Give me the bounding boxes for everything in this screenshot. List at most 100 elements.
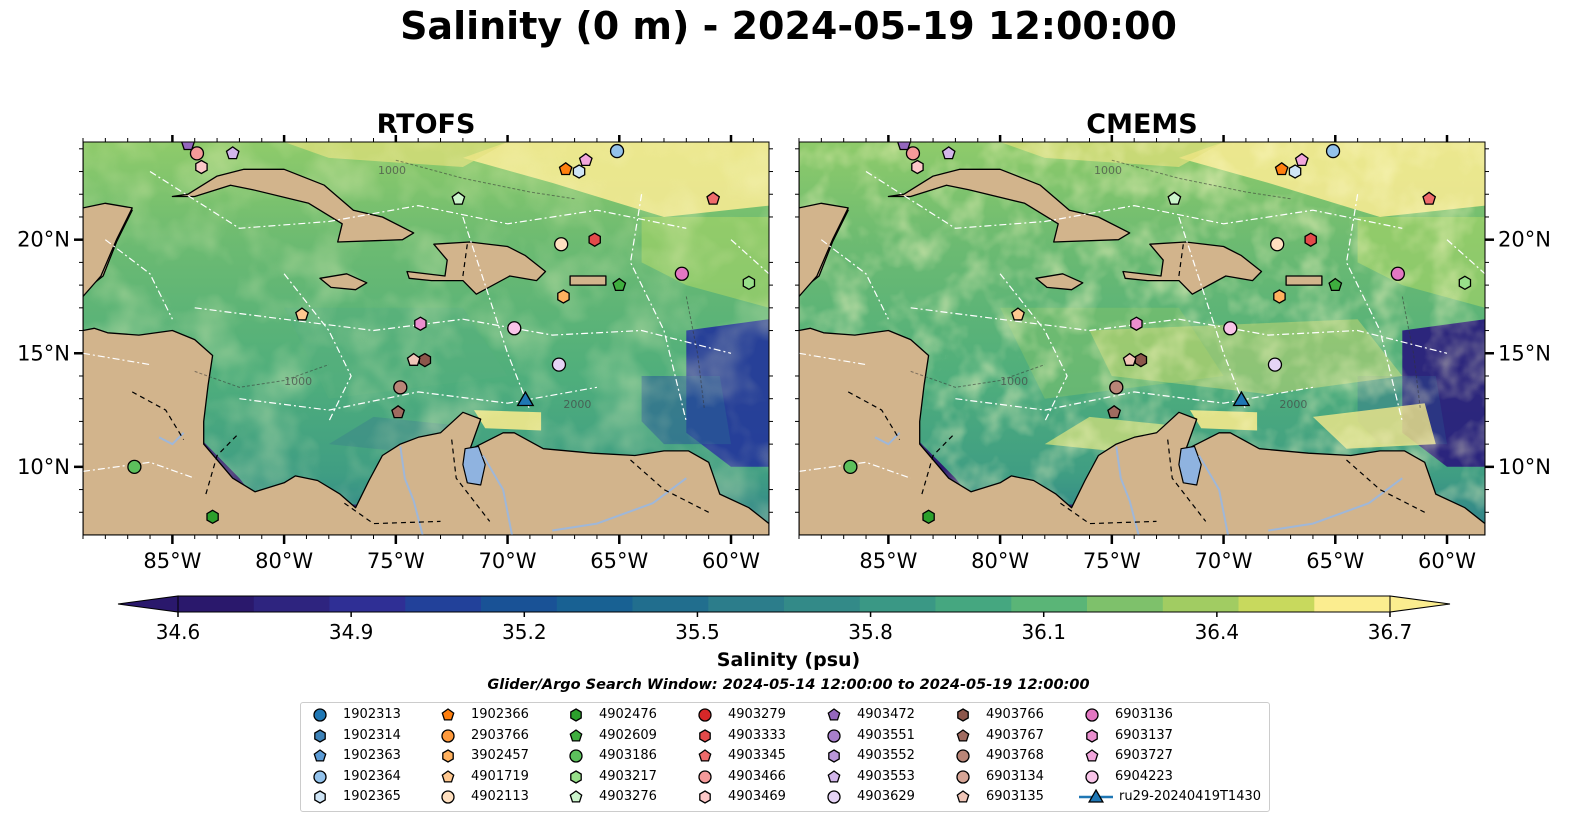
float-marker bbox=[557, 289, 570, 304]
legend-glider-marker bbox=[1087, 788, 1105, 803]
float-marker bbox=[406, 352, 421, 366]
legend-label: 6903137 bbox=[1115, 727, 1173, 743]
legend-marker bbox=[1085, 749, 1099, 762]
legend-marker bbox=[827, 708, 841, 721]
border-line bbox=[847, 391, 901, 440]
colorbar-extend-min bbox=[117, 595, 179, 613]
legend-label: 4903552 bbox=[857, 748, 915, 763]
eez-boundary bbox=[820, 239, 889, 320]
float-marker bbox=[1288, 164, 1302, 179]
legend-marker bbox=[698, 749, 712, 762]
border-line bbox=[205, 432, 240, 495]
float-marker bbox=[1011, 307, 1025, 321]
legend-label: 4903345 bbox=[728, 748, 786, 763]
float-marker bbox=[1458, 275, 1472, 291]
eez-boundary bbox=[283, 273, 352, 422]
colorbar-segment bbox=[329, 596, 406, 612]
float-marker bbox=[1107, 404, 1122, 419]
puerto-rico-land bbox=[569, 275, 607, 286]
legend-label: 4903767 bbox=[986, 727, 1044, 743]
bathymetry-contour bbox=[1111, 159, 1291, 200]
search-window-caption: Glider/Argo Search Window: 2024-05-14 12… bbox=[487, 677, 1090, 693]
contour-label: 1000 bbox=[284, 375, 312, 388]
eez-boundary bbox=[999, 273, 1068, 422]
colorbar-tick-label: 36.1 bbox=[1021, 620, 1066, 644]
colorbar-label: Salinity (psu) bbox=[716, 649, 861, 671]
x-tick-label: 65°W bbox=[590, 549, 648, 573]
legend-label: 1902314 bbox=[343, 727, 401, 743]
legend-float-marker bbox=[827, 769, 841, 783]
float-marker bbox=[588, 232, 601, 247]
legend-float-marker bbox=[570, 708, 582, 722]
colorbar-segment bbox=[708, 596, 785, 612]
river bbox=[399, 446, 424, 535]
legend-float-marker bbox=[1085, 769, 1099, 784]
legend-label: 4903472 bbox=[857, 707, 915, 722]
legend-marker bbox=[698, 769, 712, 784]
eez-boundary bbox=[462, 216, 531, 411]
eez-boundary bbox=[1446, 239, 1485, 275]
float-marker bbox=[674, 266, 690, 281]
legend-marker bbox=[956, 728, 970, 742]
legend-marker bbox=[441, 708, 455, 721]
x-tick-label: 70°W bbox=[1195, 549, 1253, 573]
contour-label: 2000 bbox=[1279, 398, 1307, 411]
legend-float-marker bbox=[441, 708, 455, 721]
float-marker bbox=[1304, 232, 1317, 247]
legend-float-marker bbox=[1086, 728, 1098, 743]
colorbar-segment bbox=[178, 596, 255, 612]
float-marker bbox=[1422, 191, 1437, 205]
legend-float-marker bbox=[313, 749, 327, 762]
float-marker bbox=[507, 321, 522, 336]
bathymetry-contour bbox=[1401, 296, 1421, 408]
puerto-rico-land bbox=[1285, 275, 1323, 286]
float-marker bbox=[905, 146, 921, 161]
float-marker bbox=[1390, 266, 1406, 281]
river bbox=[552, 477, 687, 532]
legend-label: 6903136 bbox=[1115, 707, 1173, 722]
bathymetry-contour bbox=[910, 364, 1045, 388]
float-marker bbox=[451, 191, 466, 205]
colorbar-segment bbox=[784, 596, 861, 612]
float-marker bbox=[911, 159, 924, 175]
colorbar-tick-label: 34.9 bbox=[329, 620, 374, 644]
eez-boundary bbox=[239, 386, 598, 411]
legend-label: 6903135 bbox=[986, 789, 1044, 804]
float-marker bbox=[572, 164, 586, 179]
colorbar-extend-max bbox=[1389, 595, 1451, 613]
legend-label: 4901719 bbox=[471, 768, 529, 784]
legend-float-marker bbox=[956, 749, 970, 763]
legend-label: 4903466 bbox=[728, 768, 786, 784]
eez-boundary bbox=[83, 352, 151, 366]
legend-marker bbox=[441, 728, 455, 743]
x-tick-label: 80°W bbox=[255, 549, 313, 573]
float-marker bbox=[742, 275, 756, 291]
eez-boundary bbox=[865, 170, 1403, 229]
colorbar: 34.6 34.9 35.2 35.5 35.8 36.1 36.4 36.7 bbox=[117, 595, 1451, 644]
map-frame bbox=[798, 141, 1486, 536]
float-marker bbox=[612, 277, 627, 292]
legend-label: 4902113 bbox=[471, 789, 529, 804]
legend-label: 4903553 bbox=[857, 768, 915, 784]
legend-float-marker bbox=[698, 769, 712, 784]
colorbar-tick-label: 34.6 bbox=[156, 620, 201, 644]
legend-marker bbox=[314, 728, 326, 743]
colorbar-segment bbox=[1314, 596, 1391, 612]
legend-label: 6903134 bbox=[986, 768, 1044, 784]
legend-marker bbox=[569, 749, 583, 763]
legend-float-marker bbox=[314, 728, 326, 743]
float-marker bbox=[1270, 237, 1285, 252]
x-tick-label: 75°W bbox=[367, 549, 425, 573]
colorbar-segment bbox=[935, 596, 1012, 612]
legend-marker bbox=[1085, 708, 1099, 722]
float-marker bbox=[189, 146, 205, 161]
x-tick-label: 85°W bbox=[859, 549, 917, 573]
float-marker bbox=[554, 237, 569, 252]
river bbox=[482, 454, 513, 535]
legend-float-marker bbox=[956, 769, 970, 784]
legend-label: 4903629 bbox=[857, 789, 915, 804]
legend-marker bbox=[956, 749, 970, 763]
border-line bbox=[1060, 502, 1157, 525]
colorbar-segment bbox=[481, 596, 558, 612]
legend-marker bbox=[441, 769, 455, 783]
